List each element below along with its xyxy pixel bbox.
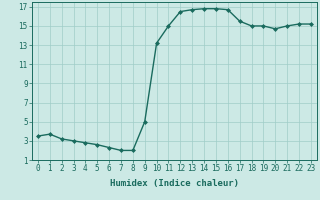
X-axis label: Humidex (Indice chaleur): Humidex (Indice chaleur)	[110, 179, 239, 188]
